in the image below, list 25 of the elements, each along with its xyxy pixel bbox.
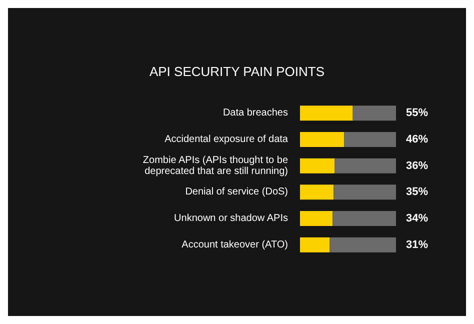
bar bbox=[330, 237, 396, 252]
data-label: 35% bbox=[406, 186, 428, 198]
bar bbox=[300, 237, 330, 252]
bar bbox=[352, 106, 396, 121]
data-label: 36% bbox=[406, 160, 428, 172]
y-tick-label: Data breaches bbox=[222, 108, 288, 119]
y-tick-label: Denial of service (DoS) bbox=[185, 186, 288, 198]
bar bbox=[300, 184, 334, 200]
chart-title: API SECURITY PAIN POINTS bbox=[149, 64, 325, 79]
bar bbox=[332, 211, 396, 226]
data-label: 55% bbox=[406, 107, 428, 120]
data-label: 46% bbox=[406, 134, 428, 146]
bar bbox=[300, 132, 344, 147]
bar bbox=[300, 158, 335, 174]
bar bbox=[344, 132, 396, 147]
y-tick-label: Zombie APIs (APIs thought to be deprecated that are still running) bbox=[142, 154, 288, 177]
data-label: 31% bbox=[406, 238, 428, 251]
y-tick-label: Unknown or shadow APIs bbox=[174, 213, 288, 224]
bar bbox=[334, 184, 396, 200]
bar bbox=[300, 106, 353, 121]
bar bbox=[334, 158, 396, 174]
data-label: 34% bbox=[406, 212, 428, 224]
y-tick-label: Accidental exposure of data bbox=[164, 134, 288, 145]
bar bbox=[300, 211, 333, 226]
y-tick-label: Account takeover (ATO) bbox=[182, 239, 288, 250]
